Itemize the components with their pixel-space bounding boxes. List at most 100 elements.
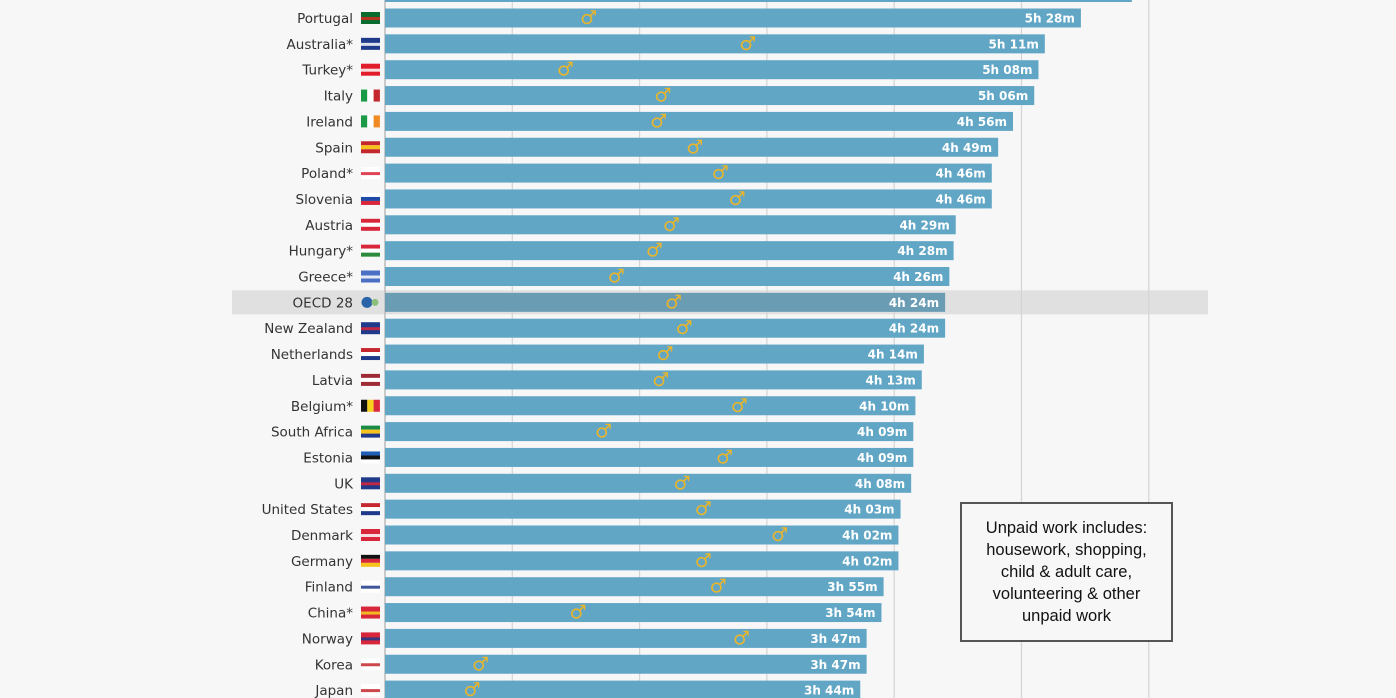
flag-stripe xyxy=(361,429,380,434)
value-label: 4h 24m xyxy=(889,296,939,310)
flag-netherlands-icon xyxy=(361,348,380,361)
flag-stripe xyxy=(361,507,380,512)
value-label: 4h 28m xyxy=(897,244,947,258)
flag-stripe xyxy=(361,348,380,353)
male-marker-icon: ♂ xyxy=(731,395,748,417)
flag-stripe xyxy=(361,425,380,430)
flag-stripe xyxy=(361,275,380,279)
value-label: 4h 02m xyxy=(842,554,892,568)
category-label: Ireland xyxy=(306,114,353,130)
flag-stripe xyxy=(361,200,380,205)
annotation-line: housework, shopping, xyxy=(986,541,1147,559)
bar-women xyxy=(385,86,1035,106)
value-label: 4h 13m xyxy=(866,373,916,387)
annotation-box: Unpaid work includes: housework, shoppin… xyxy=(960,502,1173,642)
annotation-line: unpaid work xyxy=(1022,607,1111,625)
flag-greece-icon xyxy=(361,270,380,283)
bar-women xyxy=(385,344,924,364)
male-marker-icon: ♂ xyxy=(652,369,669,391)
bar-women xyxy=(385,603,882,623)
annotation-line: child & adult care, xyxy=(1000,563,1133,581)
flag-stripe xyxy=(361,585,380,589)
flags xyxy=(361,12,380,697)
male-marker-icon: ♂ xyxy=(608,266,625,288)
annotation-line: Unpaid work includes: xyxy=(985,519,1148,537)
category-label: Japan xyxy=(314,683,353,698)
flag-stripe xyxy=(361,503,380,508)
flag-stripe xyxy=(367,89,374,102)
flag-stripe xyxy=(361,222,380,227)
annotation-line: volunteering & other xyxy=(992,585,1141,603)
flag-turkey-icon xyxy=(361,63,380,76)
value-label: 3h 54m xyxy=(825,606,875,620)
value-label: 4h 56m xyxy=(957,115,1007,129)
category-label: Norway xyxy=(302,631,353,647)
flag-italy-icon xyxy=(361,89,380,102)
bar-women xyxy=(385,577,884,597)
bars xyxy=(385,0,1132,698)
flag-stripe xyxy=(361,455,380,460)
flag-stripe xyxy=(361,558,380,563)
bar-women xyxy=(385,189,992,209)
value-label: 4h 10m xyxy=(859,399,909,413)
flag-stripe xyxy=(373,399,380,412)
category-label: Poland* xyxy=(301,166,353,182)
flag-germany-icon xyxy=(361,554,380,567)
category-label: Belgium* xyxy=(291,399,353,415)
flag-slovenia-icon xyxy=(361,192,380,205)
flag-stripe xyxy=(361,244,380,249)
category-label: Portugal xyxy=(297,11,353,27)
category-label: Germany xyxy=(291,554,353,570)
category-label: Italy xyxy=(324,89,353,105)
bar-women xyxy=(385,396,916,416)
category-label: New Zealand xyxy=(264,321,353,337)
category-label: Netherlands xyxy=(271,347,353,363)
male-marker-icon: ♂ xyxy=(595,421,612,443)
category-label: Denmark xyxy=(291,528,353,544)
flag-stripe xyxy=(367,115,374,128)
category-label: Slovenia xyxy=(296,192,353,208)
bar-women xyxy=(385,267,950,286)
flag-belgium-icon xyxy=(361,399,380,412)
bar-women xyxy=(385,422,914,442)
male-marker-icon: ♂ xyxy=(695,550,712,572)
male-marker-icon: ♂ xyxy=(650,110,667,132)
male-marker-icon: ♂ xyxy=(674,472,691,494)
bar-women xyxy=(385,292,946,312)
bar-women xyxy=(385,318,946,338)
male-marker-icon: ♂ xyxy=(557,59,574,81)
flag-stripe xyxy=(361,327,380,331)
flag-spain-icon xyxy=(361,141,380,154)
bar-women xyxy=(385,499,901,519)
value-label: 4h 29m xyxy=(899,218,949,232)
flag-uk-icon xyxy=(361,477,380,490)
flag-stripe xyxy=(361,451,380,456)
flag-stripe xyxy=(361,663,380,667)
male-marker-icon: ♂ xyxy=(570,602,587,624)
male-marker-icon: ♂ xyxy=(771,524,788,546)
flag-austria-icon xyxy=(361,218,380,231)
flag-stripe xyxy=(361,637,380,641)
flag-finland-icon xyxy=(361,580,380,593)
value-label: 3h 47m xyxy=(810,632,860,646)
flag-stripe xyxy=(361,145,380,150)
value-label: 4h 08m xyxy=(855,477,905,491)
flag-stripe xyxy=(361,459,380,464)
value-label: 4h 49m xyxy=(942,141,992,155)
flag-stripe xyxy=(361,611,380,615)
value-label: 4h 46m xyxy=(936,192,986,206)
flag-hungary-icon xyxy=(361,244,380,257)
value-label: 4h 03m xyxy=(844,503,894,517)
bar-women xyxy=(385,473,912,493)
bar-women xyxy=(385,654,867,674)
bar-women xyxy=(385,628,867,648)
category-label: Hungary* xyxy=(289,244,354,260)
flag-norway-icon xyxy=(361,632,380,645)
flag-oecd-globe-icon xyxy=(361,296,379,308)
flag-estonia-icon xyxy=(361,451,380,464)
flag-latvia-icon xyxy=(361,373,380,386)
bar-women xyxy=(385,370,922,390)
male-marker-icon: ♂ xyxy=(733,627,750,649)
flag-stripe xyxy=(361,172,380,176)
